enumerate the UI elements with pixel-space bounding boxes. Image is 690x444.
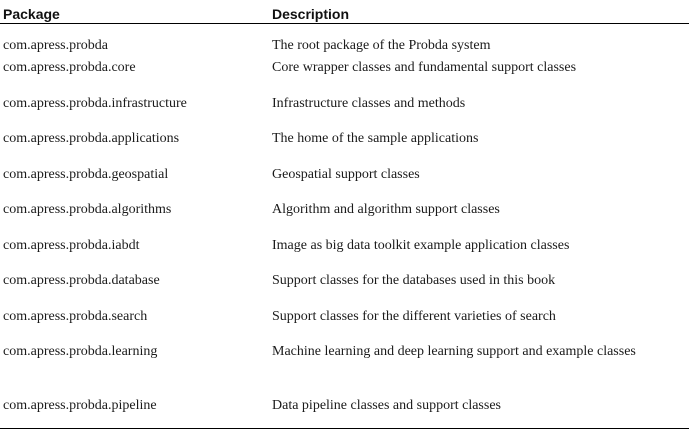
column-header-description: Description [266,0,689,24]
description-cell: Core wrapper classes and fundamental sup… [272,60,577,75]
package-cell: com.apress.probda.infrastructure [3,95,187,111]
table-header-row: Package Description [0,0,689,24]
package-cell: com.apress.probda.applications [3,131,180,146]
description-cell: Infrastructure classes and methods [272,95,466,111]
description-cell: Machine learning and deep learning suppo… [272,344,636,359]
package-cell: com.apress.probda.core [3,60,136,75]
package-cell: com.apress.probda [3,37,108,53]
description-cell: Data pipeline classes and support classe… [266,392,689,429]
table-row: com.apress.probda.applications The home … [0,125,689,161]
table-row: com.apress.probda.pipeline Data pipeline… [0,392,689,429]
package-cell: com.apress.probda.database [3,273,160,288]
description-cell: Image as big data toolkit example applic… [272,237,570,253]
package-cell: com.apress.probda.pipeline [0,392,266,429]
package-cell: com.apress.probda.learning [3,344,158,359]
description-cell: The home of the sample applications [272,131,479,146]
description-cell: Support classes for the databases used i… [272,273,556,288]
table-row: com.apress.probda.core Core wrapper clas… [0,54,689,90]
description-cell: Algorithm and algorithm support classes [272,202,500,217]
table-row: com.apress.probda.database Support class… [0,267,689,303]
table-row: com.apress.probda.search Support classes… [0,303,689,339]
table-row: com.apress.probda.infrastructure Infrast… [0,90,689,126]
package-cell: com.apress.probda.iabdt [3,237,140,253]
package-cell: com.apress.probda.algorithms [3,202,172,217]
package-cell: com.apress.probda.search [3,308,148,324]
package-cell: com.apress.probda.geospatial [3,166,169,182]
table-row: com.apress.probda The root package of th… [0,23,689,54]
table-row: com.apress.probda.iabdt Image as big dat… [0,232,689,268]
column-header-package: Package [0,0,266,24]
description-cell: Support classes for the different variet… [272,308,556,324]
table-row: com.apress.probda.learning Machine learn… [0,338,689,392]
description-cell: The root package of the Probda system [272,37,491,53]
table-row: com.apress.probda.algorithms Algorithm a… [0,196,689,232]
package-table: Package Description com.apress.probda Th… [0,0,689,429]
table-row: com.apress.probda.geospatial Geospatial … [0,161,689,197]
description-cell: Geospatial support classes [272,166,420,182]
